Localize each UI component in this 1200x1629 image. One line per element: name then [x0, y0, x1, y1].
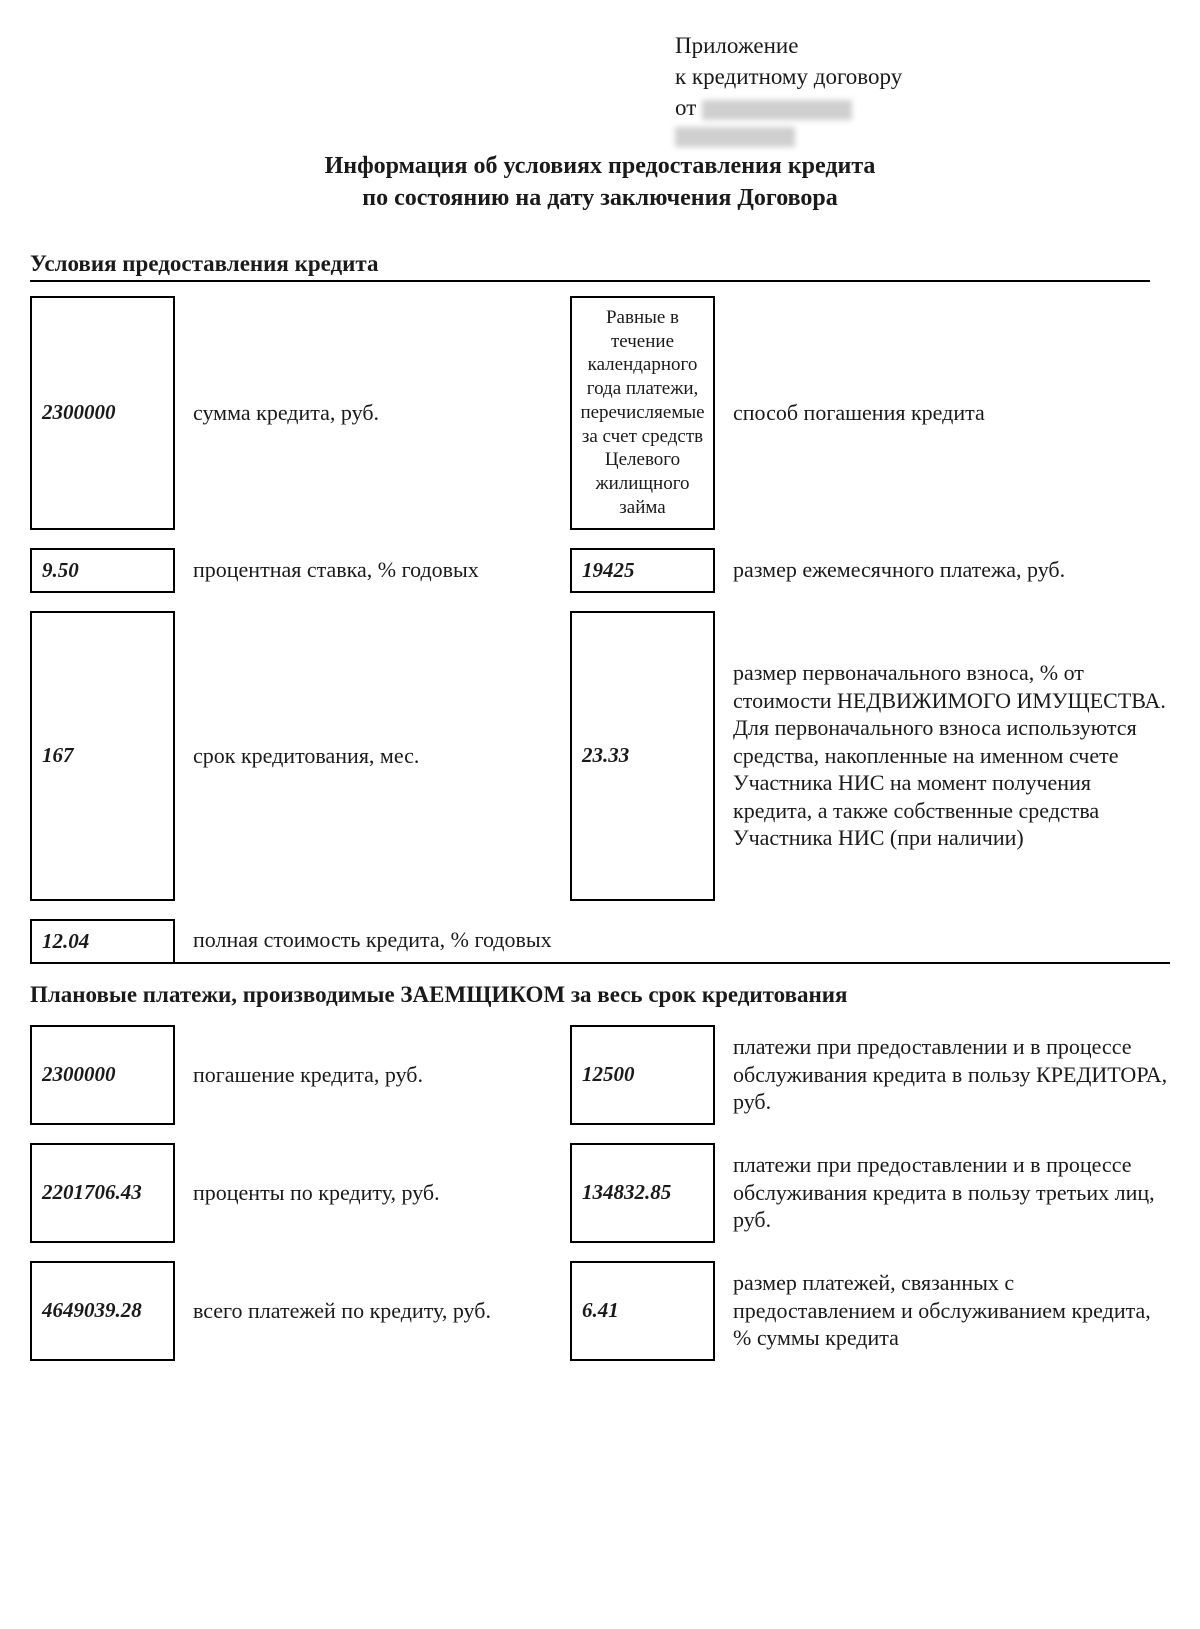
label-monthly-payment: размер ежемесячного платежа, руб.: [715, 548, 1170, 593]
value-downpayment: 23.33: [570, 611, 715, 901]
label-total: всего платежей по кредиту, руб.: [175, 1261, 550, 1361]
value-term: 167: [30, 611, 175, 901]
document-page: Приложение к кредитному договору от Инфо…: [0, 0, 1200, 1629]
label-principal: погашение кредита, руб.: [175, 1025, 550, 1125]
label-downpayment: размер первоначального взноса, % от стои…: [715, 611, 1170, 901]
title-line2: по состоянию на дату заключения Договора: [30, 182, 1170, 214]
section1-heading: Условия предоставления кредита: [30, 251, 1150, 282]
label-interest: проценты по кредиту, руб.: [175, 1143, 550, 1243]
value-fee-percent: 6.41: [570, 1261, 715, 1361]
redacted-number: [675, 127, 795, 147]
value-full-cost: 12.04: [30, 919, 175, 964]
value-total: 4649039.28: [30, 1261, 175, 1361]
value-principal: 2300000: [30, 1025, 175, 1125]
row-full-cost: 12.04 полная стоимость кредита, % годовы…: [30, 919, 1170, 964]
label-term: срок кредитования, мес.: [175, 611, 550, 901]
value-rate: 9.50: [30, 548, 175, 593]
label-full-cost: полная стоимость кредита, % годовых: [175, 919, 1170, 964]
row-total: 4649039.28 всего платежей по кредиту, ру…: [30, 1261, 1170, 1361]
section2-heading: Плановые платежи, производимые ЗАЕМЩИКОМ…: [30, 982, 1150, 1011]
row-interest: 2201706.43 проценты по кредиту, руб. 134…: [30, 1143, 1170, 1243]
redacted-date: [702, 100, 852, 120]
row-credit-sum: 2300000 сумма кредита, руб. Равные в теч…: [30, 296, 1170, 530]
label-creditor-fees: платежи при предоставлении и в процессе …: [715, 1025, 1170, 1125]
document-title: Информация об условиях предоставления кр…: [30, 150, 1170, 215]
label-rate: процентная ставка, % годовых: [175, 548, 550, 593]
annex-line1: Приложение: [675, 30, 902, 61]
annex-line2: к кредитному договору: [675, 61, 902, 92]
annex-line3: от: [675, 92, 902, 123]
row-rate: 9.50 процентная ставка, % годовых 19425 …: [30, 548, 1170, 593]
row-principal: 2300000 погашение кредита, руб. 12500 пл…: [30, 1025, 1170, 1125]
label-fee-percent: размер платежей, связанных с предоставле…: [715, 1261, 1170, 1361]
label-credit-sum: сумма кредита, руб.: [175, 296, 550, 530]
section2-grid: 2300000 погашение кредита, руб. 12500 пл…: [30, 1025, 1170, 1361]
value-credit-sum: 2300000: [30, 296, 175, 530]
value-creditor-fees: 12500: [570, 1025, 715, 1125]
value-interest: 2201706.43: [30, 1143, 175, 1243]
annex-block: Приложение к кредитному договору от: [675, 30, 902, 155]
row-term: 167 срок кредитования, мес. 23.33 размер…: [30, 611, 1170, 901]
label-repay-method: способ погашения кредита: [715, 296, 1170, 530]
value-repay-method: Равные в течение календарного года плате…: [570, 296, 715, 530]
title-line1: Информация об условиях предоставления кр…: [30, 150, 1170, 182]
value-thirdparty-fees: 134832.85: [570, 1143, 715, 1243]
section1-grid: 2300000 сумма кредита, руб. Равные в теч…: [30, 296, 1170, 964]
value-monthly-payment: 19425: [570, 548, 715, 593]
label-thirdparty-fees: платежи при предоставлении и в процессе …: [715, 1143, 1170, 1243]
